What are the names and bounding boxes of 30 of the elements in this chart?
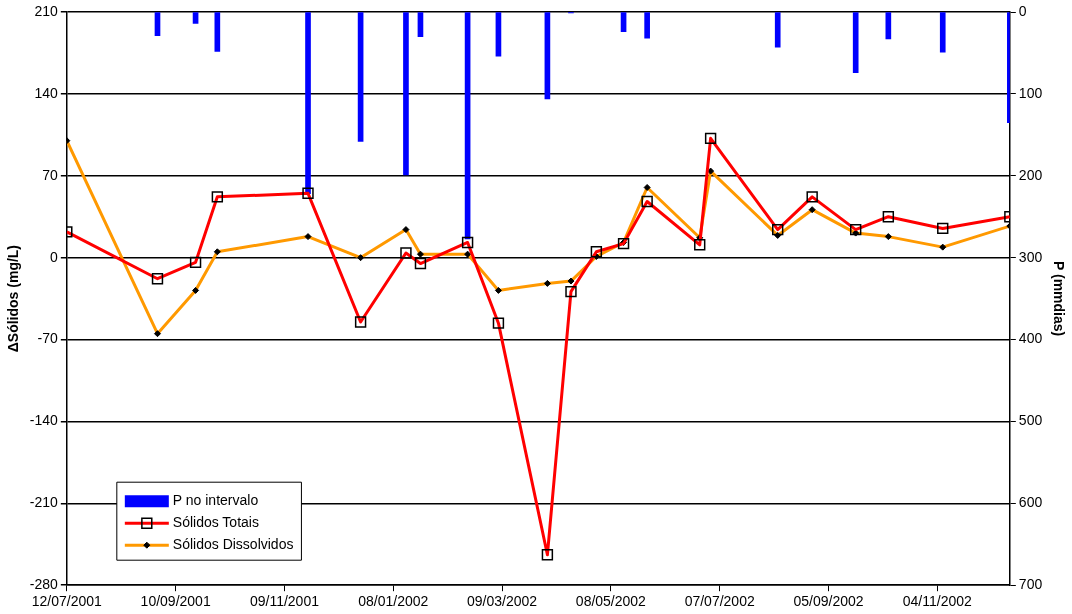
legend-label: P no intervalo bbox=[172, 492, 259, 509]
y2-tick-label: 0 bbox=[1018, 2, 1027, 19]
y-tick-label: -210 bbox=[29, 494, 59, 511]
y-tick-label: -280 bbox=[29, 576, 59, 593]
x-tick-label: 09/11/2001 bbox=[249, 593, 320, 610]
x-tick-label: 05/09/2002 bbox=[793, 593, 864, 610]
x-tick-label: 08/01/2002 bbox=[358, 593, 429, 610]
y2-tick-label: 200 bbox=[1018, 166, 1043, 183]
legend-label: Sólidos Dissolvidos bbox=[172, 536, 294, 553]
y-axis-title: ΔSólidos (mg/L) bbox=[5, 244, 22, 353]
y2-axis-title: P (mmdias) bbox=[1050, 260, 1067, 337]
x-tick-label: 08/05/2002 bbox=[575, 593, 647, 610]
y2-tick-label: 300 bbox=[1018, 248, 1043, 265]
y2-tick-label: 700 bbox=[1018, 576, 1043, 593]
x-tick-label: 04/11/2002 bbox=[902, 593, 973, 610]
x-tick-label: 07/07/2002 bbox=[684, 593, 755, 610]
y-tick-label: 0 bbox=[50, 248, 59, 265]
y-tick-label: -70 bbox=[37, 330, 59, 347]
y-tick-label: 210 bbox=[34, 2, 59, 19]
y-tick-label: 70 bbox=[42, 166, 59, 183]
x-tick-label: 12/07/2001 bbox=[31, 593, 103, 610]
y2-tick-label: 600 bbox=[1018, 494, 1043, 511]
y2-tick-label: 500 bbox=[1018, 412, 1043, 429]
legend-label: Sólidos Totais bbox=[172, 514, 259, 531]
y2-tick-label: 400 bbox=[1018, 330, 1043, 347]
y-tick-label: 140 bbox=[34, 84, 59, 101]
x-tick-label: 09/03/2002 bbox=[467, 593, 538, 610]
y-tick-label: -140 bbox=[29, 412, 59, 429]
x-tick-label: 10/09/2001 bbox=[140, 593, 211, 610]
y2-tick-label: 100 bbox=[1018, 84, 1043, 101]
